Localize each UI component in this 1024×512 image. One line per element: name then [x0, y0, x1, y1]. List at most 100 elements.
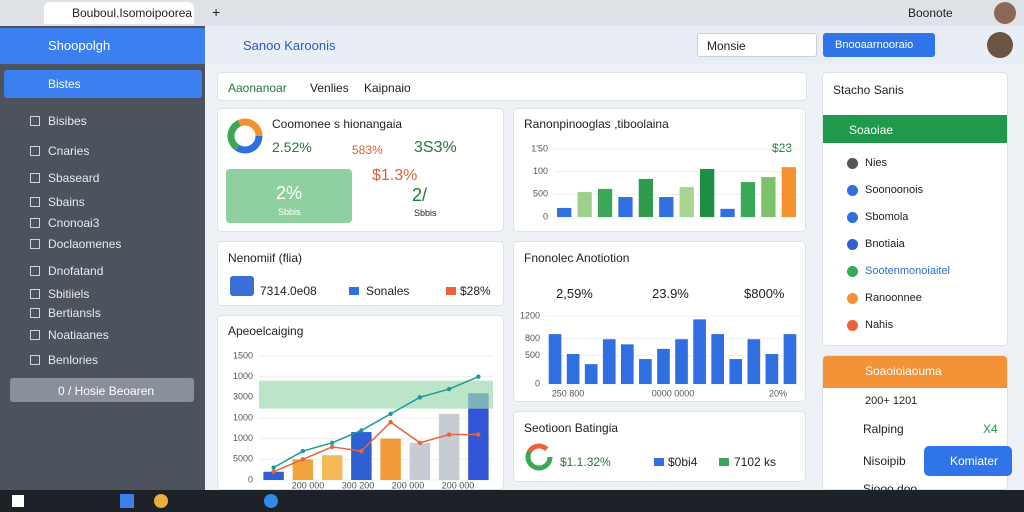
nav-item[interactable]: Benlories	[48, 353, 99, 367]
summary-card: Coomonee s hionangaia 2.52% 583% 3S3% 2%…	[217, 108, 504, 232]
list-item[interactable]: Soonoonois	[865, 184, 924, 196]
y-tick-label: 800	[525, 333, 540, 343]
tabs: Aaonanoar Venlies Kaipnaio	[217, 72, 807, 101]
list-icon	[847, 293, 858, 304]
y-tick-label: 5000	[233, 454, 253, 464]
list-icon	[847, 212, 858, 223]
nav-icon	[30, 266, 40, 276]
x-tick-label: 20%	[769, 388, 787, 398]
point	[359, 448, 364, 454]
legend-swatch	[349, 287, 359, 295]
list-item[interactable]: Bnotiaia	[865, 238, 905, 250]
bar	[438, 413, 460, 480]
nav-item[interactable]: Cnaries	[48, 144, 90, 158]
point	[300, 457, 306, 462]
brand[interactable]: Shoopolgh	[48, 38, 111, 53]
list-icon	[847, 320, 858, 331]
fab-label[interactable]: Komiater	[950, 454, 999, 468]
side-value: 2/	[412, 185, 428, 205]
primary-button[interactable]	[823, 33, 935, 57]
nav-item[interactable]: Bertiansls	[48, 306, 101, 320]
app[interactable]	[264, 494, 278, 508]
list-item[interactable]: Nies	[865, 157, 888, 169]
nav-item[interactable]: Bisibes	[48, 114, 87, 128]
nav-item[interactable]: Doclaomenes	[48, 237, 122, 251]
tab[interactable]: Kaipnaio	[364, 81, 411, 95]
tab[interactable]: Venlies	[310, 81, 349, 95]
list-item[interactable]: Sootenmonoiaitel	[865, 265, 951, 277]
point	[300, 448, 306, 454]
new-tab[interactable]: +	[212, 4, 221, 20]
active-label[interactable]: Soaoiae	[849, 123, 894, 137]
side-button[interactable]	[10, 378, 194, 402]
primary-button-label[interactable]: Bnooaarnooraio	[835, 39, 914, 51]
side-button-label[interactable]: 0 / Hosie Beoaren	[58, 384, 155, 398]
tab[interactable]	[44, 2, 194, 24]
app[interactable]	[154, 494, 168, 508]
start[interactable]	[12, 495, 24, 507]
donut	[227, 118, 263, 154]
nav-item[interactable]: Dnofatand	[48, 264, 104, 278]
nav-icon	[30, 218, 40, 228]
user-avatar[interactable]	[987, 32, 1013, 58]
point	[329, 444, 335, 450]
icon	[230, 276, 254, 296]
nav-icon	[30, 355, 40, 365]
nav-item[interactable]: Sbitiiels	[48, 287, 90, 301]
donut	[525, 443, 553, 471]
card-title: Seotioon Batingia	[524, 421, 619, 435]
metric-change: $28%	[460, 284, 491, 298]
promo-item[interactable]: Nisoipib	[863, 454, 906, 468]
nav-item[interactable]: Cnonoai3	[48, 216, 100, 230]
nav-item[interactable]: Noatiaanes	[48, 328, 109, 342]
nav-icon	[30, 330, 40, 340]
app[interactable]	[120, 494, 134, 508]
list-item[interactable]: Sbomola	[865, 211, 909, 223]
nav-item[interactable]: Sbaseard	[48, 171, 100, 185]
nav-icon	[30, 308, 40, 318]
y-tick-label: 0	[543, 211, 548, 221]
nav-item[interactable]: Sbains	[48, 195, 85, 209]
card-title: Nenomiif (flia)	[228, 251, 303, 265]
x-tick-label: 200 000	[392, 480, 425, 490]
y-tick-label: 1200	[520, 310, 540, 320]
bar	[740, 182, 756, 217]
box-label: Sbbis	[278, 207, 301, 217]
tab[interactable]: Aaonanoar	[228, 81, 287, 95]
y-tick-label: 500	[533, 189, 548, 199]
select-label[interactable]: Monsie	[707, 39, 746, 53]
bar	[577, 192, 592, 217]
browser-bar: Bouboul.Isomoipoorea + Boonote	[0, 0, 1024, 26]
active-label[interactable]: Bistes	[48, 77, 81, 91]
profile[interactable]: Boonote	[908, 6, 953, 20]
tab-title[interactable]: Bouboul.Isomoipoorea	[72, 6, 193, 20]
bar	[548, 334, 562, 384]
y-tick-label: 500	[525, 350, 540, 360]
y-tick-label: 1'50	[531, 143, 548, 153]
x-tick-label: 300 200	[342, 480, 375, 490]
y-tick-label: 0	[248, 474, 253, 484]
bar	[679, 187, 694, 217]
point	[446, 386, 452, 392]
bar	[638, 178, 654, 217]
point	[359, 428, 364, 433]
promo-item[interactable]: Ralping	[863, 422, 904, 436]
panel-title: Stacho Sanis	[833, 83, 904, 97]
bar	[292, 459, 314, 480]
fab[interactable]	[924, 446, 1012, 476]
bar	[659, 197, 674, 217]
list-item[interactable]: Nahis	[865, 319, 894, 331]
select[interactable]	[697, 33, 817, 57]
nav-icon	[30, 116, 40, 126]
active-item[interactable]	[4, 70, 202, 98]
sidebar: Shoopolgh Bistes Bisibes Cnaries Sbaseard S…	[0, 26, 205, 490]
active-item[interactable]	[823, 115, 1007, 143]
legend-swatch	[654, 458, 664, 466]
y-tick-label: 0	[535, 378, 540, 388]
list-item[interactable]: Ranoonnee	[865, 292, 922, 304]
y-tick-label: 1000	[233, 412, 253, 422]
promo-sub: 200+ 1201	[865, 395, 918, 407]
bar	[693, 319, 706, 384]
avatar[interactable]	[994, 2, 1016, 24]
bar	[351, 432, 372, 480]
